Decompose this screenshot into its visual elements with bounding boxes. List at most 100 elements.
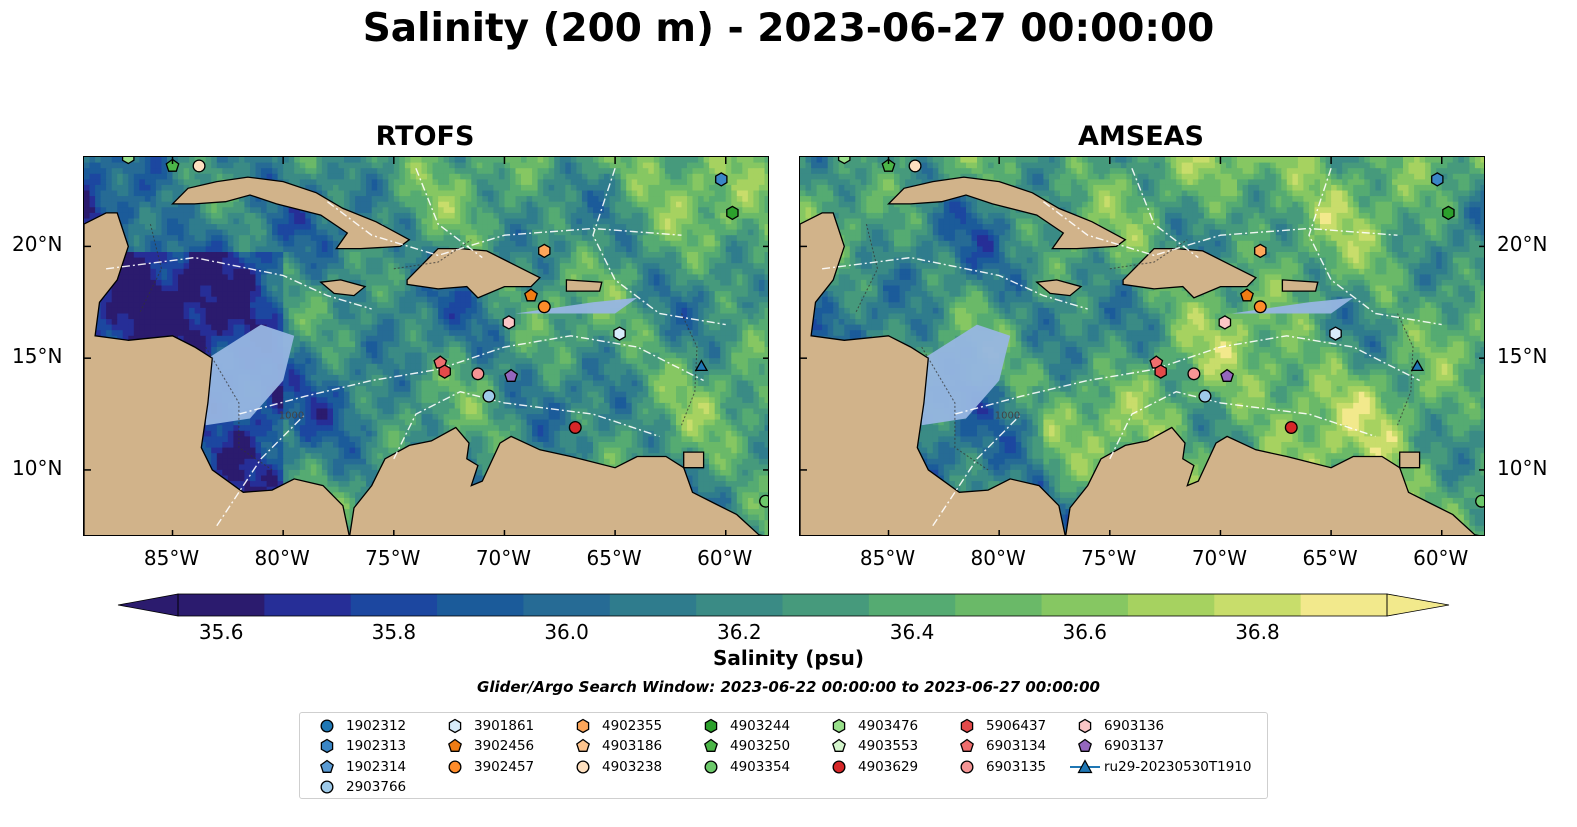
isobath-1000m <box>1109 239 1188 270</box>
legend-marker[interactable] <box>832 760 846 774</box>
float-marker-5906437[interactable] <box>438 364 451 379</box>
pentagon-marker-icon <box>704 738 718 753</box>
float-marker-1902313[interactable] <box>715 172 728 187</box>
lon-tick-label: 80°W <box>970 546 1026 570</box>
legend-label: 1902313 <box>346 738 407 755</box>
float-marker-4902355[interactable] <box>538 243 551 259</box>
legend-label: 4903186 <box>602 738 663 755</box>
legend-marker[interactable] <box>448 738 462 753</box>
float-marker-4903629[interactable] <box>568 420 582 434</box>
pentagon-marker-icon <box>320 759 334 773</box>
float-marker-2903766[interactable] <box>1198 389 1212 403</box>
float-marker-6903135[interactable] <box>471 367 485 381</box>
pentagon-marker-icon <box>960 738 974 753</box>
legend-marker[interactable] <box>576 760 590 774</box>
float-marker-3902457[interactable] <box>1253 300 1267 314</box>
legend-marker[interactable] <box>832 738 846 753</box>
legend-label: 4903553 <box>858 738 919 755</box>
float-marker-4903476[interactable] <box>837 157 851 165</box>
float-marker-3902456[interactable] <box>524 288 538 302</box>
legend-marker[interactable] <box>832 718 846 734</box>
float-marker-4903244[interactable] <box>726 205 739 221</box>
float-marker-6903137[interactable] <box>504 368 519 382</box>
float-marker-6903137[interactable] <box>1220 368 1235 382</box>
legend-marker[interactable] <box>320 780 334 794</box>
land-central-america <box>800 212 1066 535</box>
legend-label: 3902457 <box>474 758 535 775</box>
legend-marker[interactable] <box>704 718 718 734</box>
map-amseas: 1000 <box>800 157 1485 535</box>
float-marker-4903244[interactable] <box>1442 205 1455 221</box>
float-marker-4903476[interactable] <box>121 157 135 165</box>
legend-marker[interactable] <box>704 738 718 753</box>
float-marker-3901861[interactable] <box>1329 326 1342 341</box>
float-marker-4903250[interactable] <box>165 158 180 172</box>
lon-tick-label: 80°W <box>254 546 310 570</box>
colorbar-tick-label: 36.8 <box>1235 620 1280 644</box>
legend-marker[interactable] <box>704 760 718 774</box>
float-marker-1902313[interactable] <box>1431 172 1444 187</box>
colorbar-segment <box>264 594 352 616</box>
legend-marker[interactable] <box>1078 718 1092 734</box>
eez-boundary <box>822 256 1088 310</box>
legend-marker[interactable] <box>448 760 462 774</box>
float-marker-3902456[interactable] <box>1240 288 1254 302</box>
colorbar-tick-label: 36.0 <box>544 620 589 644</box>
legend-label: 6903136 <box>1104 718 1165 734</box>
hexagon-marker-icon <box>704 718 718 734</box>
float-marker-ru29-20230530T1910[interactable] <box>694 359 709 372</box>
float-marker-4902355[interactable] <box>1254 243 1267 259</box>
isobath-label: 1000 <box>995 411 1020 422</box>
legend-label: 1902312 <box>346 718 407 734</box>
float-marker-6903135[interactable] <box>1187 367 1201 381</box>
float-marker-4903238[interactable] <box>192 159 206 173</box>
hexagon-marker-icon <box>960 718 974 734</box>
float-marker-4903354[interactable] <box>759 494 769 508</box>
colorbar-label: Salinity (psu) <box>712 646 864 670</box>
legend-marker[interactable] <box>576 738 590 753</box>
float-marker-5906437[interactable] <box>1154 364 1167 379</box>
float-marker-4903354[interactable] <box>1475 494 1485 508</box>
legend-marker[interactable] <box>960 760 974 774</box>
float-marker-4903238[interactable] <box>908 159 922 173</box>
legend-marker[interactable] <box>320 719 334 733</box>
lon-tick-label: 70°W <box>475 546 532 570</box>
colorbar-segment <box>1214 594 1302 616</box>
eez-boundary <box>1109 390 1376 460</box>
eez-boundary <box>216 413 306 527</box>
legend-marker[interactable] <box>960 718 974 734</box>
glider-triangle-icon <box>1070 758 1100 773</box>
land-trinidad <box>1399 451 1421 469</box>
float-marker-2903766[interactable] <box>482 389 496 403</box>
float-marker-3901861[interactable] <box>613 326 626 341</box>
legend-marker[interactable] <box>448 718 462 734</box>
eez-boundary <box>932 413 1022 527</box>
legend-label: 6903137 <box>1104 738 1165 755</box>
eez-boundary <box>393 390 660 460</box>
map-panel-amseas[interactable]: 1000 <box>799 156 1485 536</box>
legend-label: 4903629 <box>858 758 919 775</box>
pentagon-marker-icon <box>1078 738 1092 753</box>
colorbar-segment <box>955 594 1043 616</box>
legend-marker[interactable] <box>960 738 974 753</box>
pentagon-marker-icon <box>832 738 846 753</box>
float-marker-6903136[interactable] <box>1218 315 1232 330</box>
float-marker-6903136[interactable] <box>502 315 516 330</box>
float-marker-4903250[interactable] <box>881 158 896 172</box>
legend-marker[interactable] <box>1078 738 1092 753</box>
float-marker-4903629[interactable] <box>1284 420 1298 434</box>
legend: 1902312 1902313 1902314 2903766 3901861 39024… <box>299 712 1268 799</box>
colorbar-tick-label: 36.6 <box>1062 620 1108 644</box>
map-panel-rtofs[interactable]: 1000 <box>83 156 769 536</box>
legend-marker[interactable] <box>320 759 334 773</box>
legend-label: 1902314 <box>346 758 407 775</box>
legend-label: 4903354 <box>730 758 791 775</box>
eez-boundary <box>238 335 704 415</box>
legend-marker[interactable] <box>320 739 334 754</box>
float-marker-ru29-20230530T1910[interactable] <box>1410 359 1425 372</box>
lon-tick-label: 75°W <box>365 546 421 570</box>
float-marker-3902457[interactable] <box>537 300 551 314</box>
colorbar-tick-label: 36.2 <box>717 620 762 644</box>
legend-marker[interactable] <box>576 718 590 734</box>
colorbar-segment <box>1127 594 1215 616</box>
